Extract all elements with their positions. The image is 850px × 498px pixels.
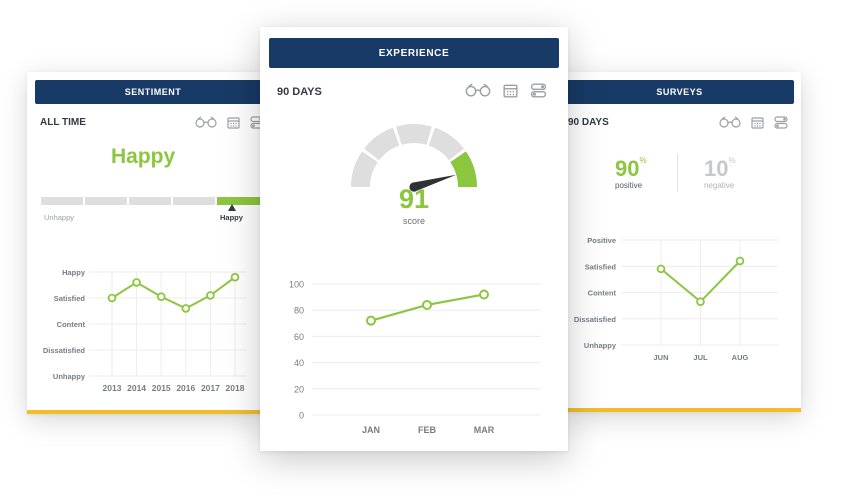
x-tick-label: 2013 xyxy=(103,383,122,393)
stat-divider xyxy=(677,154,678,192)
gauge-segment xyxy=(428,127,464,161)
sentiment-card: SENTIMENT ALL TIME Happy Unhappy Happy xyxy=(27,72,271,414)
glasses-icon[interactable] xyxy=(719,116,741,128)
sentiment-scale: Unhappy Happy xyxy=(41,197,267,222)
surveys-line-chart: Unhappy Dissatisfied Content Satisfied Posit… xyxy=(574,236,778,362)
x-tick-label: AUG xyxy=(732,353,749,362)
scale-segment-active xyxy=(217,197,267,205)
y-tick-label: Content xyxy=(57,320,86,329)
positive-unit: % xyxy=(639,156,647,165)
series-line xyxy=(111,276,236,310)
gauge-hub xyxy=(409,182,419,192)
positive-label: positive xyxy=(615,181,643,190)
sentiment-toolbar xyxy=(195,116,264,129)
gauge-segment xyxy=(364,127,400,161)
data-point xyxy=(696,297,705,306)
x-tick-label: JUN xyxy=(653,353,668,362)
sentiment-header: SENTIMENT xyxy=(35,80,271,104)
y-tick-label: Dissatisfied xyxy=(574,315,617,324)
data-point xyxy=(156,292,166,301)
score-gauge xyxy=(351,124,477,192)
glasses-icon[interactable] xyxy=(465,83,491,97)
y-tick-label: 80 xyxy=(294,306,304,316)
negative-stat: 10% negative xyxy=(704,156,736,190)
data-point xyxy=(656,264,666,274)
y-tick-label: Unhappy xyxy=(584,341,617,350)
x-tick-label: FEB xyxy=(418,425,437,435)
experience-header: EXPERIENCE xyxy=(269,38,559,68)
data-point xyxy=(107,293,117,303)
data-point xyxy=(206,291,215,300)
surveys-period: 90 DAYS xyxy=(568,117,609,128)
data-point xyxy=(479,289,489,300)
x-tick-label: 2014 xyxy=(127,383,146,393)
y-tick-label: Content xyxy=(588,289,617,298)
surveys-toolbar xyxy=(719,116,788,129)
experience-toolbar xyxy=(465,83,547,98)
data-point xyxy=(132,278,141,287)
calendar-icon[interactable] xyxy=(227,116,240,129)
scale-segment xyxy=(85,197,127,205)
surveys-header: SURVEYS xyxy=(565,80,794,104)
data-point xyxy=(735,256,745,266)
x-tick-label: JAN xyxy=(362,425,380,435)
calendar-icon[interactable] xyxy=(751,116,764,129)
scale-right-label: Happy xyxy=(220,213,244,222)
y-tick-label: Satisfied xyxy=(54,294,86,303)
surveys-card: SURVEYS 90 DAYS 90% positive 10% negativ… xyxy=(565,72,801,412)
y-tick-label: Unhappy xyxy=(53,372,86,381)
y-tick-label: Satisfied xyxy=(585,262,617,271)
positive-value: 90 xyxy=(615,156,640,181)
scale-segment xyxy=(173,197,215,205)
y-tick-label: 0 xyxy=(299,411,304,421)
scale-segment xyxy=(129,197,171,205)
gauge-segment xyxy=(351,151,378,187)
scale-segment xyxy=(41,197,83,205)
x-tick-label: 2018 xyxy=(226,383,245,393)
gauge-needle xyxy=(412,174,457,192)
gauge-segment xyxy=(450,151,477,187)
positive-stat: 90% positive xyxy=(615,156,647,190)
experience-card: EXPERIENCE 90 DAYS 91 score 0 20 40 60 80 100… xyxy=(260,27,568,451)
score-value: 91 xyxy=(398,184,430,214)
sentiment-period: ALL TIME xyxy=(40,117,86,128)
scale-marker-icon xyxy=(228,204,236,211)
x-tick-label: JUL xyxy=(693,353,708,362)
y-tick-label: 40 xyxy=(294,358,304,368)
negative-unit: % xyxy=(728,156,736,165)
calendar-icon[interactable] xyxy=(503,83,518,98)
data-point xyxy=(366,315,376,326)
y-tick-label: Happy xyxy=(62,268,86,277)
sentiment-line-chart: Unhappy Dissatisfied Content Satisfied Happy… xyxy=(43,268,247,393)
experience-line-chart: 0 20 40 60 80 100 JAN FEB MAR xyxy=(289,280,540,435)
negative-value: 10 xyxy=(704,156,729,181)
data-point xyxy=(422,299,432,310)
toggle-icon[interactable] xyxy=(530,83,547,98)
y-tick-label: Positive xyxy=(587,236,616,245)
scale-left-label: Unhappy xyxy=(44,213,74,222)
gauge-segment xyxy=(396,124,432,145)
score-label: score xyxy=(402,216,425,226)
x-tick-label: MAR xyxy=(474,425,495,435)
data-point xyxy=(181,304,191,313)
sentiment-status: Happy xyxy=(111,145,176,168)
y-tick-label: 20 xyxy=(294,384,304,394)
experience-period: 90 DAYS xyxy=(277,86,322,98)
x-tick-label: 2015 xyxy=(152,383,171,393)
x-tick-label: 2017 xyxy=(201,383,220,393)
x-tick-label: 2016 xyxy=(176,383,195,393)
data-point xyxy=(230,272,240,282)
glasses-icon[interactable] xyxy=(195,116,217,128)
y-tick-label: 60 xyxy=(294,332,304,342)
y-tick-label: 100 xyxy=(289,280,304,290)
toggle-icon[interactable] xyxy=(774,116,788,129)
y-tick-label: Dissatisfied xyxy=(43,346,86,355)
negative-label: negative xyxy=(704,181,735,190)
